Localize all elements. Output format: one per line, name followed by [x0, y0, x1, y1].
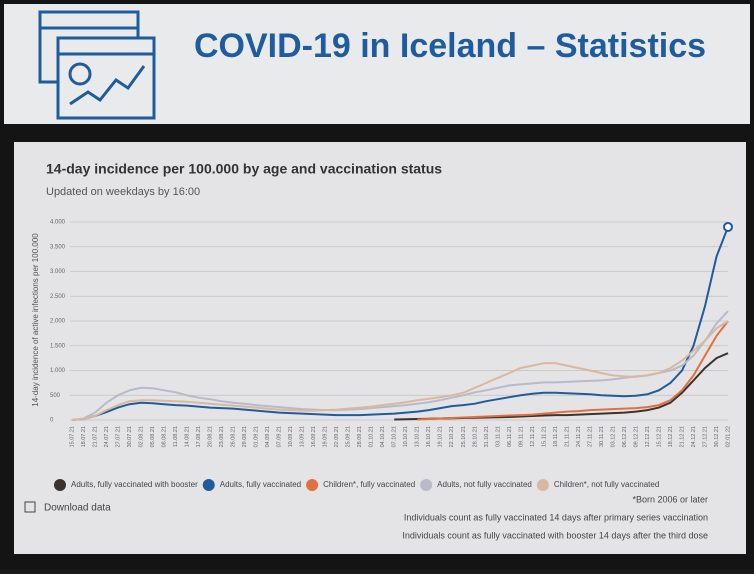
x-tick-label: 15.11.21 [541, 426, 547, 447]
hover-point [723, 221, 733, 232]
x-tick-label: 16.09.21 [311, 426, 317, 447]
x-tick-label: 15.07.21 [69, 426, 75, 447]
x-tick-label: 24.12.21 [691, 426, 697, 447]
x-tick-label: 27.07.21 [115, 426, 121, 447]
x-tick-label: 14.08.21 [185, 426, 191, 447]
x-tick-label: 12.11.21 [530, 426, 536, 447]
x-tick-label: 10.09.21 [288, 426, 294, 447]
x-tick-label: 25.09.21 [346, 426, 352, 447]
x-tick-label: 02.01.22 [725, 426, 731, 447]
note: Individuals count as fully vaccinated 14… [404, 512, 708, 522]
legend-label: Adults, fully vaccinated [220, 480, 301, 489]
legend-swatch [306, 479, 319, 491]
series-line [71, 310, 729, 421]
chart-title: 14-day incidence per 100.000 by age and … [46, 161, 442, 177]
y-axis-title: 14-day incidence of active infections pe… [31, 233, 40, 407]
legend-label: Adults, fully vaccinated with booster [71, 480, 198, 489]
x-tick-label: 27.12.21 [702, 426, 708, 447]
x-tick-label: 18.12.21 [668, 426, 674, 447]
x-tick-label: 03.11.21 [495, 426, 501, 447]
x-tick-label: 19.09.21 [323, 426, 329, 447]
y-tick-label: 1.000 [50, 368, 66, 374]
x-tick-label: 01.09.21 [254, 426, 260, 447]
x-tick-label: 01.10.21 [369, 426, 375, 447]
download-link[interactable]: Download data [44, 503, 111, 514]
x-tick-label: 09.12.21 [633, 426, 639, 447]
y-tick-label: 4.000 [50, 220, 66, 226]
series-line [417, 320, 729, 421]
x-tick-label: 23.08.21 [219, 426, 225, 447]
x-tick-label: 22.10.21 [449, 426, 455, 447]
x-tick-label: 17.08.21 [196, 426, 202, 447]
x-tick-label: 21.11.21 [564, 426, 570, 447]
x-tick-label: 06.12.21 [622, 426, 628, 447]
download-icon[interactable] [24, 501, 36, 513]
x-tick-label: 19.10.21 [438, 426, 444, 447]
x-tick-label: 20.08.21 [208, 426, 214, 447]
x-tick-label: 03.12.21 [610, 426, 616, 447]
note: *Born 2006 or later [632, 494, 708, 504]
x-tick-label: 07.10.21 [392, 426, 398, 447]
legend-swatch [54, 479, 66, 491]
x-tick-label: 15.12.21 [656, 426, 662, 447]
x-tick-label: 13.10.21 [415, 426, 421, 447]
banner-title: COVID-19 in Iceland – Statistics [194, 27, 706, 65]
y-tick-label: 2.000 [50, 319, 66, 325]
banner-icon [38, 10, 156, 120]
x-tick-label: 30.07.21 [127, 426, 133, 447]
y-tick-label: 2.500 [50, 294, 66, 300]
x-tick-label: 25.10.21 [461, 426, 467, 447]
x-tick-label: 22.09.21 [334, 426, 340, 447]
y-tick-label: 0 [50, 418, 54, 424]
x-tick-label: 27.11.21 [587, 426, 593, 447]
x-tick-label: 04.09.21 [265, 426, 271, 447]
x-tick-label: 18.07.21 [81, 426, 87, 447]
x-tick-label: 13.09.21 [300, 426, 306, 447]
x-tick-label: 07.09.21 [277, 426, 283, 447]
chart-subtitle: Updated on weekdays by 16:00 [46, 186, 200, 198]
x-tick-label: 26.08.21 [231, 426, 237, 447]
x-tick-label: 16.10.21 [426, 426, 432, 447]
x-tick-label: 05.08.21 [150, 426, 156, 447]
x-tick-label: 24.07.21 [104, 426, 110, 447]
x-tick-label: 30.11.21 [599, 426, 605, 447]
x-tick-label: 06.11.21 [507, 426, 513, 447]
y-tick-label: 500 [50, 393, 61, 399]
x-tick-label: 31.10.21 [484, 426, 490, 447]
y-tick-label: 3.500 [50, 244, 66, 250]
x-tick-label: 12.12.21 [645, 426, 651, 447]
note: Individuals count as fully vaccinated wi… [402, 530, 708, 540]
series-line [71, 320, 729, 421]
x-tick-label: 28.10.21 [472, 426, 478, 447]
x-tick-label: 28.09.21 [357, 426, 363, 447]
legend-label: Children*, fully vaccinated [323, 480, 415, 489]
x-tick-label: 30.12.21 [714, 426, 720, 447]
series-line [71, 226, 729, 421]
chart-card [14, 142, 746, 554]
x-tick-label: 04.10.21 [380, 426, 386, 447]
x-tick-label: 24.11.21 [576, 426, 582, 447]
x-tick-label: 08.08.21 [162, 426, 168, 447]
x-tick-label: 18.11.21 [553, 426, 559, 447]
x-tick-label: 09.11.21 [518, 426, 524, 447]
x-tick-label: 21.07.21 [92, 426, 98, 447]
legend-label: Adults, not fully vaccinated [437, 480, 532, 489]
x-tick-label: 02.08.21 [139, 426, 145, 447]
legend-swatch [420, 479, 433, 491]
legend-swatch [536, 479, 549, 491]
x-tick-label: 29.08.21 [242, 426, 248, 447]
x-tick-label: 11.08.21 [173, 426, 179, 447]
y-tick-label: 3.000 [50, 269, 66, 275]
legend-swatch [202, 479, 215, 491]
x-tick-label: 21.12.21 [679, 426, 685, 447]
legend-label: Children*, not fully vaccinated [554, 480, 659, 489]
x-tick-label: 10.10.21 [403, 426, 409, 447]
y-tick-label: 1.500 [50, 343, 66, 349]
